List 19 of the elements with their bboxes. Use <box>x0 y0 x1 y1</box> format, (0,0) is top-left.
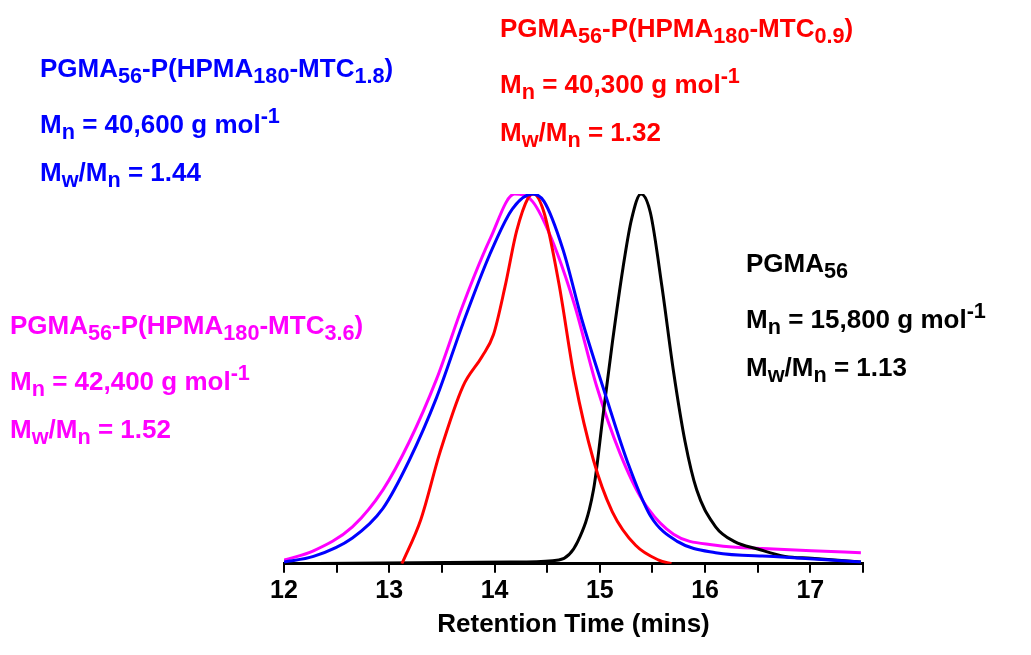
x-tick-label: 15 <box>585 574 614 603</box>
text: M$_{w}$/M$_{n}$ = 1.52 <box>10 413 172 452</box>
x-axis-title: Retention Time (mins) <box>437 607 710 638</box>
x-tick-label: 12 <box>270 574 298 603</box>
text: M$_{w}$/M$_{n}$ = 1.32 <box>500 116 662 155</box>
x-tick-label: 17 <box>796 574 825 603</box>
x-tick-label: 16 <box>691 574 719 603</box>
text: M$_{n}$ = 40,300 g mol$^{-1}$ <box>500 62 741 107</box>
text: M$_{n}$ = 40,600 g mol$^{-1}$ <box>40 102 281 147</box>
text: PGMA$_{56}$-P(HPMA$_{180}$-MTC$_{0.9}$) <box>500 12 854 51</box>
text: PGMA$_{56}$ <box>746 247 850 286</box>
text: PGMA$_{56}$-P(HPMA$_{180}$-MTC$_{3.6}$) <box>10 309 364 348</box>
text: M$_{n}$ = 42,400 g mol$^{-1}$ <box>10 359 251 404</box>
annotation: M$_{n}$ = 15,800 g mol$^{-1}$ <box>746 297 986 342</box>
x-tick-label: 13 <box>375 574 404 603</box>
text: M$_{w}$/M$_{n}$ = 1.44 <box>40 156 202 195</box>
annotation: M$_{w}$/M$_{n}$ = 1.13 <box>746 351 908 390</box>
text: PGMA$_{56}$-P(HPMA$_{180}$-MTC$_{1.8}$) <box>40 52 394 91</box>
x-tick-label: 14 <box>480 574 509 603</box>
